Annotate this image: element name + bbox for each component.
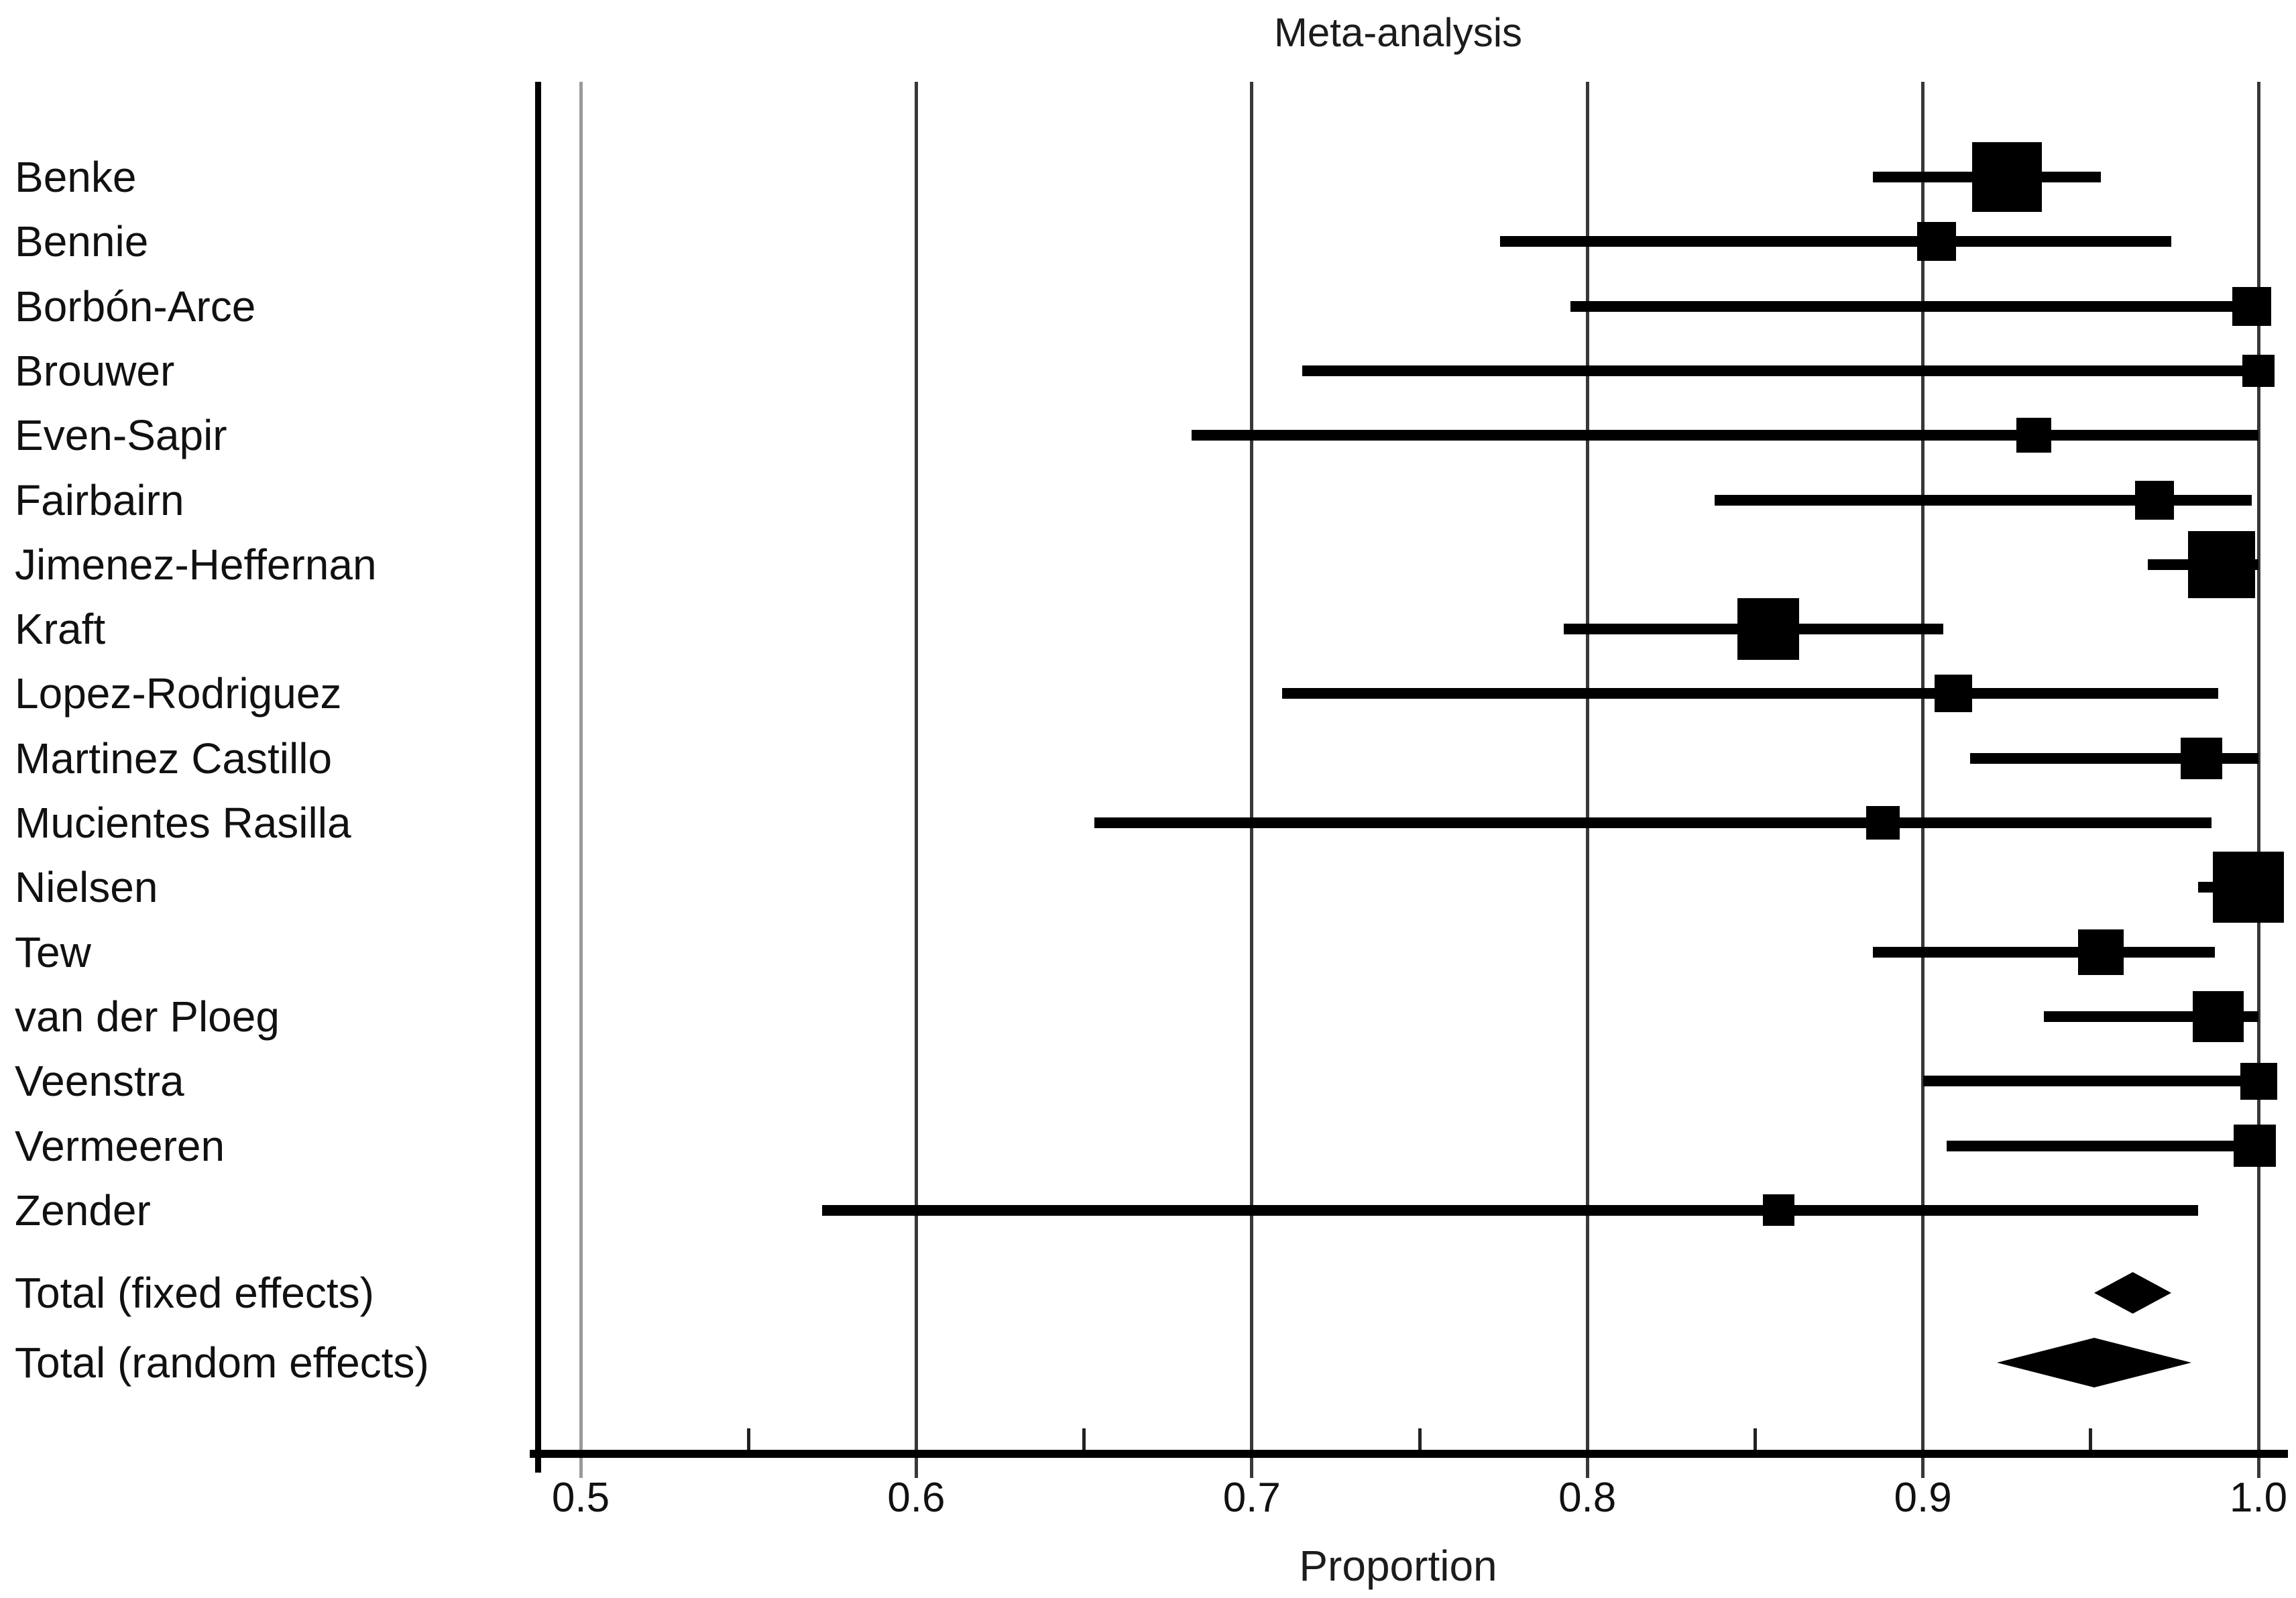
estimate-square xyxy=(1916,222,1956,262)
estimate-square xyxy=(2192,990,2244,1042)
estimate-square xyxy=(1762,1194,1794,1226)
x-tick-label: 0.7 xyxy=(1222,1475,1281,1521)
study-label: Vermeeren xyxy=(15,1121,225,1170)
x-axis-title: Proportion xyxy=(1299,1542,1497,1590)
total-label: Total (random effects) xyxy=(15,1338,429,1387)
x-gridline xyxy=(1921,82,1925,1478)
ci-line xyxy=(1094,817,2212,828)
study-label: Bennie xyxy=(15,217,149,266)
ci-line xyxy=(1872,946,2215,958)
estimate-square xyxy=(2016,418,2051,453)
diamond-shape xyxy=(2093,1272,2171,1314)
estimate-square xyxy=(2187,530,2255,598)
study-label: Even-Sapir xyxy=(15,411,227,460)
ci-line xyxy=(822,1204,2198,1216)
study-label: Mucientes Rasilla xyxy=(15,799,351,847)
diamond-shape xyxy=(1996,1338,2191,1387)
x-axis-line xyxy=(530,1450,2288,1458)
study-label: Lopez-Rodriguez xyxy=(15,669,342,718)
estimate-square xyxy=(2232,286,2271,326)
study-label: Fairbairn xyxy=(15,475,184,524)
ci-line xyxy=(1715,494,2252,506)
estimate-square xyxy=(1737,598,1800,661)
estimate-square xyxy=(2242,354,2275,387)
ci-line xyxy=(1302,365,2258,376)
x-minor-tick xyxy=(1082,1428,1086,1450)
x-gridline xyxy=(1585,82,1589,1478)
chart-title: Meta-analysis xyxy=(1273,10,1523,55)
ci-line xyxy=(1922,1076,2258,1087)
estimate-square xyxy=(2212,852,2284,923)
summary-diamond xyxy=(2093,1272,2171,1314)
estimate-square xyxy=(1971,142,2042,212)
estimate-square xyxy=(1934,675,1972,713)
ci-line xyxy=(1500,236,2171,247)
study-label: Veenstra xyxy=(15,1057,184,1106)
ci-line xyxy=(1191,430,2258,441)
x-minor-tick xyxy=(1418,1428,1422,1450)
estimate-square xyxy=(2234,1125,2277,1167)
x-minor-tick xyxy=(1753,1428,1757,1450)
study-label: Borbón-Arce xyxy=(15,282,256,331)
ci-line xyxy=(1281,688,2218,699)
study-label: Zender xyxy=(15,1186,151,1235)
x-gridline xyxy=(579,82,583,1478)
estimate-square xyxy=(1866,806,1900,840)
estimate-square xyxy=(2134,480,2174,520)
x-tick-label: 0.5 xyxy=(551,1475,610,1521)
x-tick-label: 0.9 xyxy=(1894,1475,1952,1521)
x-minor-tick xyxy=(2089,1428,2093,1450)
estimate-square xyxy=(2077,929,2124,975)
y-axis-spine xyxy=(534,82,541,1473)
x-gridline xyxy=(1250,82,1254,1478)
study-label: Brouwer xyxy=(15,346,175,395)
ci-line xyxy=(1570,300,2258,312)
total-label: Total (fixed effects) xyxy=(15,1269,374,1317)
study-label: Tew xyxy=(15,927,91,976)
x-minor-tick xyxy=(746,1428,750,1450)
study-label: van der Ploeg xyxy=(15,992,280,1041)
x-gridline xyxy=(914,82,918,1478)
x-gridline xyxy=(2256,82,2260,1478)
x-tick-label: 0.6 xyxy=(887,1475,945,1521)
x-tick-label: 0.8 xyxy=(1558,1475,1617,1521)
study-label: Nielsen xyxy=(15,863,158,912)
study-label: Benke xyxy=(15,153,137,201)
estimate-square xyxy=(2240,1062,2277,1100)
study-label: Kraft xyxy=(15,605,106,654)
estimate-square xyxy=(2180,737,2222,779)
summary-diamond xyxy=(1996,1338,2191,1387)
x-tick-label: 1.0 xyxy=(2229,1475,2288,1521)
study-label: Jimenez-Heffernan xyxy=(15,540,377,589)
ci-line xyxy=(1946,1140,2258,1151)
study-label: Martinez Castillo xyxy=(15,734,333,783)
